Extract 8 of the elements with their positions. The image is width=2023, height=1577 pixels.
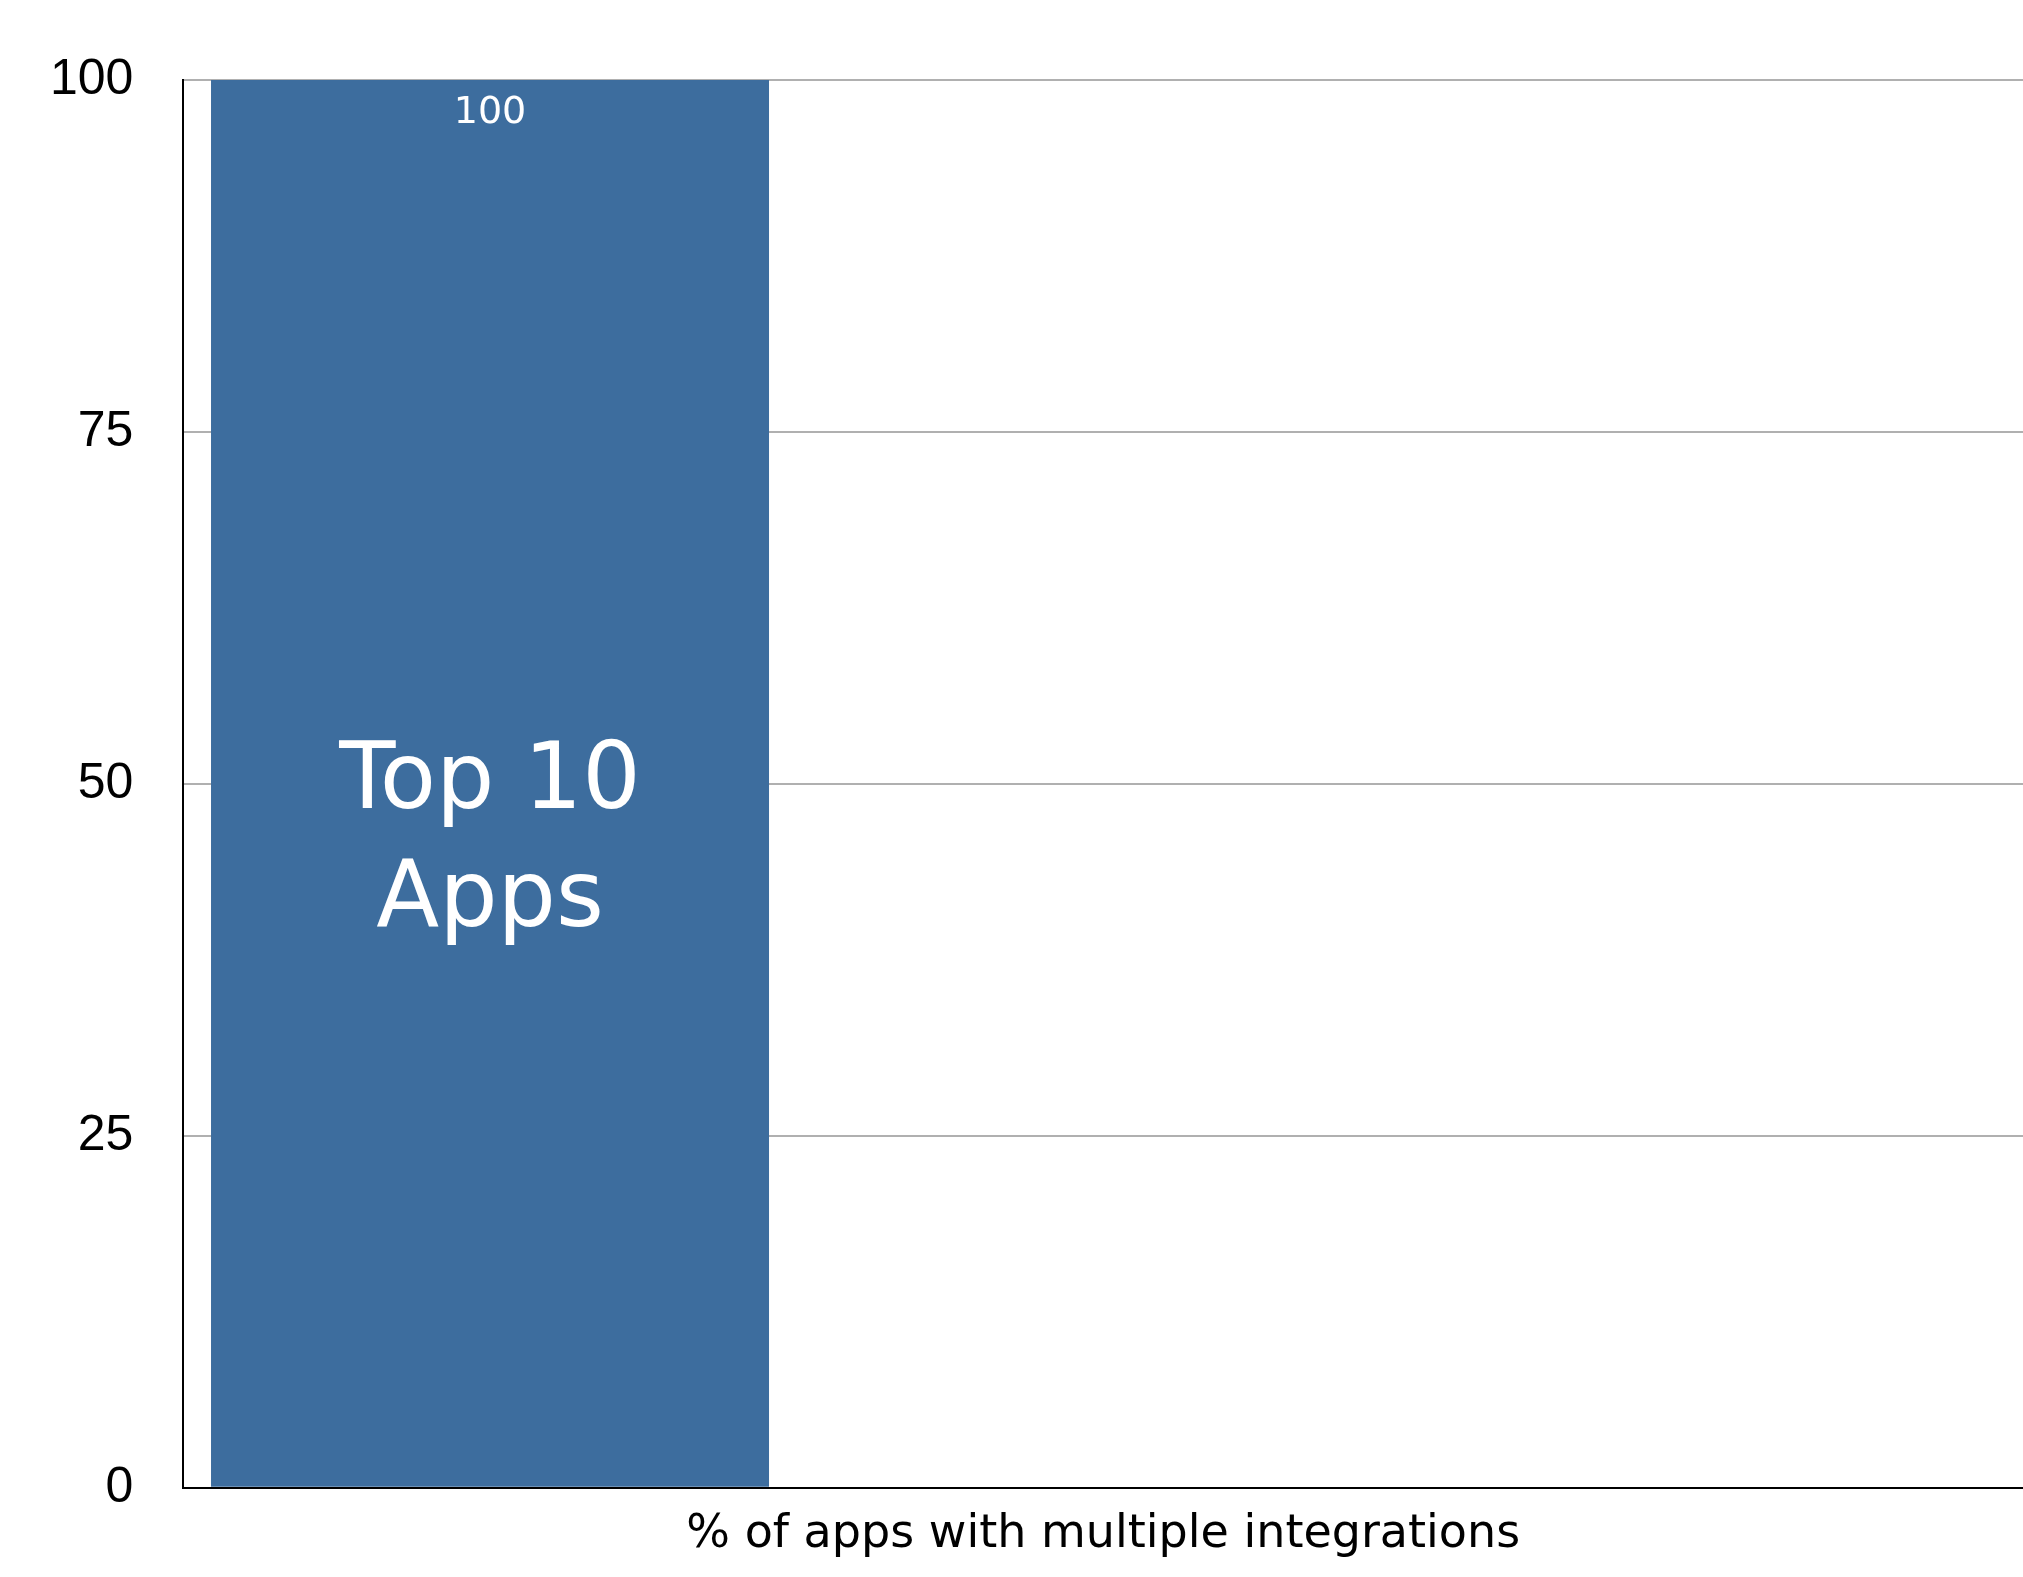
x-tick-label: Top 10 Apps xyxy=(338,723,641,949)
y-tick-label: 0 xyxy=(105,1456,134,1513)
data-label: 100 xyxy=(453,87,527,132)
y-tick-label: 75 xyxy=(77,400,134,457)
y-tick-label: 100 xyxy=(49,48,134,105)
y-tick-label: 25 xyxy=(77,1104,134,1161)
y-tick-label: 50 xyxy=(77,752,134,809)
x-axis-title: % of apps with multiple integrations xyxy=(686,1504,1521,1559)
